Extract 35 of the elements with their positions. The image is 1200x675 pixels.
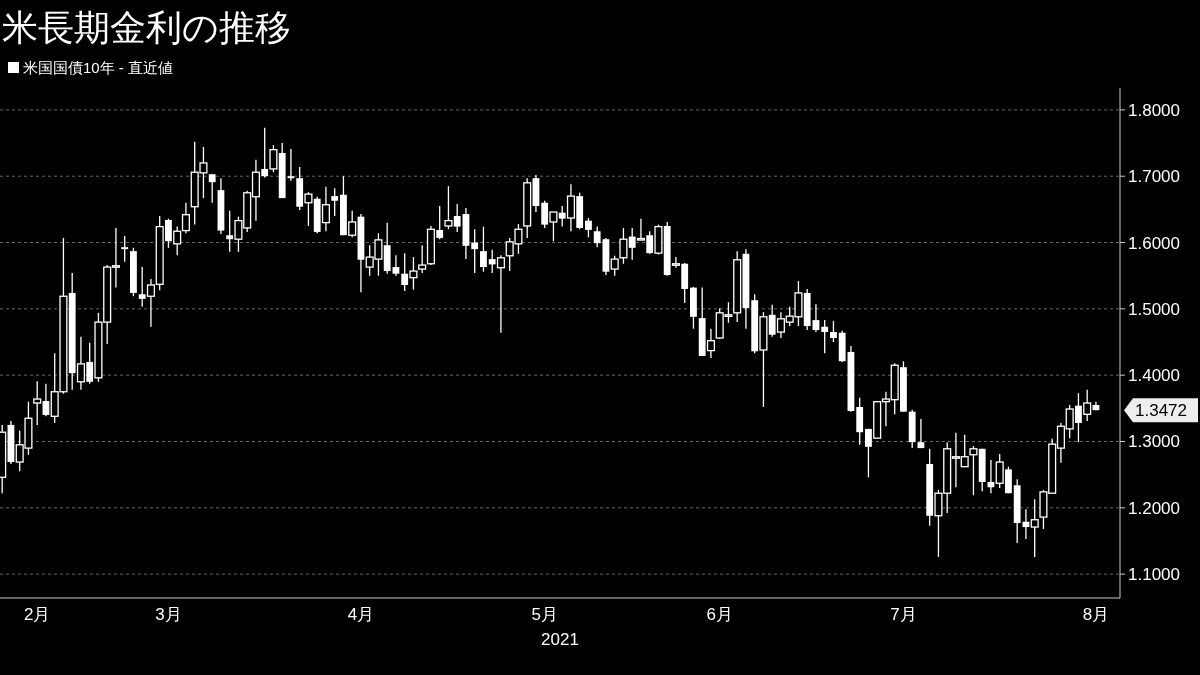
candlestick <box>418 244 427 274</box>
chart-title: 米長期金利の推移 <box>2 7 291 48</box>
y-tick-label: 1.4000 <box>1128 366 1180 386</box>
candlestick <box>593 225 601 248</box>
candlestick <box>121 235 129 263</box>
candlestick <box>392 254 400 277</box>
annotation: 1.3472 <box>1135 401 1187 421</box>
value-tag: 1.3472 <box>1124 398 1198 423</box>
x-tick-label: 6月 <box>706 605 733 624</box>
y-tick-label: 1.1000 <box>1128 565 1180 585</box>
y-tick-label: 1.6000 <box>1128 233 1180 253</box>
candlestick <box>471 228 479 274</box>
candlestick <box>208 173 216 204</box>
candlestick <box>181 202 190 234</box>
candlestick <box>1030 498 1039 558</box>
candlestick <box>33 380 42 426</box>
x-tick-label: 2月 <box>23 605 51 624</box>
y-tick-label: 1.7000 <box>1128 167 1180 187</box>
y-tick-label: 1.2000 <box>1128 498 1180 518</box>
x-tick-label: 3月 <box>155 605 182 624</box>
x-tick-label: 5月 <box>531 605 558 624</box>
x-axis-title: 2021 <box>541 630 579 649</box>
x-tick-label: 7月 <box>890 605 917 624</box>
x-tick-label: 8月 <box>1082 605 1110 624</box>
y-tick-label: 1.8000 <box>1128 100 1180 120</box>
x-tick-label: 4月 <box>347 605 375 624</box>
y-tick-label: 1.5000 <box>1128 299 1180 319</box>
candlestick <box>480 225 487 273</box>
candlestick <box>830 320 837 343</box>
candlestick <box>821 319 829 354</box>
y-tick-label: 1.3000 <box>1128 432 1180 452</box>
candlestick <box>331 187 339 217</box>
candlestick <box>610 255 619 277</box>
legend-item: 米国国債10年 - 直近値 <box>8 59 173 76</box>
candlestick <box>585 217 592 238</box>
